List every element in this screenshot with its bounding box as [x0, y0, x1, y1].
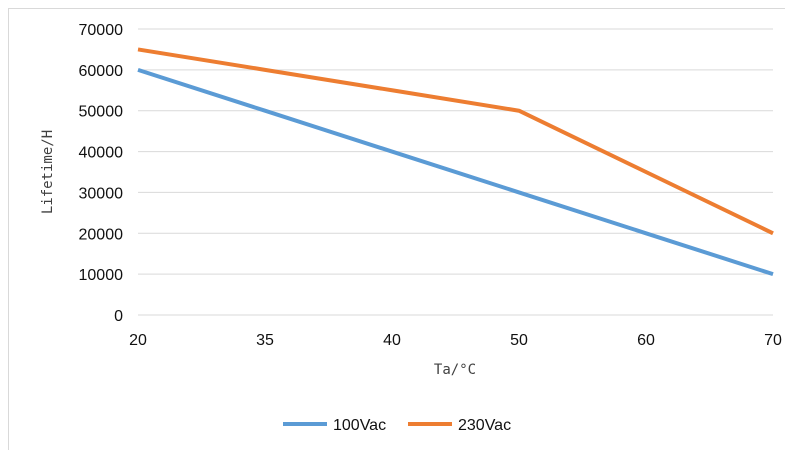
y-tick-label: 40000: [79, 145, 124, 162]
y-axis-ticks: 0 10000 20000 30000 40000 50000 60000 70000: [79, 22, 124, 325]
x-tick-label: 35: [256, 332, 274, 349]
y-tick-label: 0: [114, 308, 123, 325]
legend: 100Vac 230Vac: [283, 417, 511, 434]
x-tick-label: 50: [510, 332, 528, 349]
series-lines: [137, 47, 774, 277]
x-axis-ticks: 20 35 40 50 60 70: [129, 332, 782, 349]
legend-label: 100Vac: [333, 417, 386, 434]
y-axis-title: Lifetime/H: [40, 130, 56, 214]
series-line-230Vac: [137, 47, 774, 236]
x-tick-label: 40: [383, 332, 401, 349]
legend-label: 230Vac: [458, 417, 511, 434]
y-tick-label: 20000: [79, 226, 124, 243]
x-axis-title: Ta/°C: [434, 362, 476, 378]
x-tick-label: 70: [764, 332, 782, 349]
y-tick-label: 70000: [79, 22, 124, 39]
x-tick-label: 20: [129, 332, 147, 349]
y-tick-label: 10000: [79, 267, 124, 284]
x-tick-label: 60: [637, 332, 655, 349]
y-tick-label: 50000: [79, 104, 124, 121]
y-tick-label: 60000: [79, 63, 124, 80]
gridlines: [138, 28, 773, 275]
y-tick-label: 30000: [79, 185, 124, 202]
series-line-100Vac: [137, 67, 774, 277]
chart-frame: [8, 8, 785, 450]
